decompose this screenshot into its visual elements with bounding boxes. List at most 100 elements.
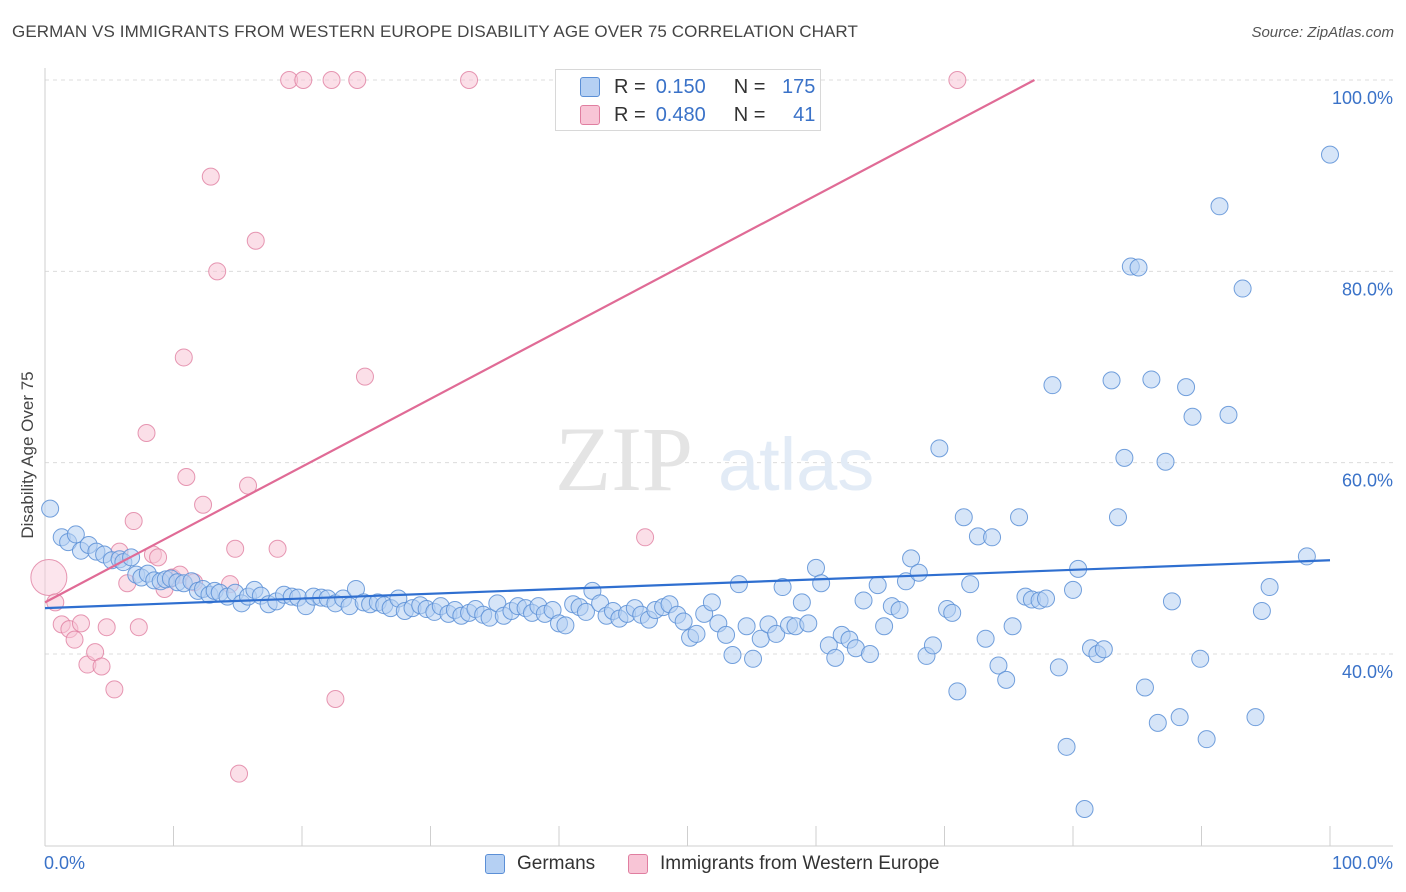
point-immigrants — [348, 71, 367, 89]
legend-swatch-germans — [485, 854, 505, 874]
point-germans — [997, 670, 1016, 689]
point-germans — [875, 617, 894, 636]
legend-label-germans: Germans — [517, 853, 596, 874]
point-germans — [1197, 730, 1216, 749]
point-germans — [860, 645, 879, 664]
y-tick-label: 40.0% — [1342, 662, 1393, 682]
point-germans — [773, 578, 792, 597]
point-germans — [854, 591, 873, 610]
point-germans — [1037, 589, 1056, 608]
point-germans — [1191, 649, 1210, 668]
axes — [44, 68, 1393, 847]
point-germans — [687, 624, 706, 643]
point-germans — [989, 656, 1008, 675]
point-immigrants — [71, 614, 90, 633]
x-tick-label-left: 0.0% — [44, 853, 85, 873]
point-immigrants — [268, 539, 287, 558]
point-germans — [1094, 640, 1113, 659]
point-germans — [954, 508, 973, 527]
point-germans — [1108, 508, 1127, 527]
point-immigrants — [149, 548, 168, 567]
point-immigrants — [137, 424, 156, 443]
point-immigrants — [294, 71, 313, 89]
point-germans — [812, 574, 831, 593]
stats-row-immigrants: R = 0.480 N = 41 — [580, 101, 815, 129]
point-germans — [1135, 678, 1154, 697]
stats-row-germans: R = 0.150 N = 175 — [580, 73, 815, 101]
source-label: Source: ZipAtlas.com — [1251, 24, 1394, 41]
point-germans — [1210, 197, 1229, 216]
n-label: N = — [733, 75, 766, 98]
axis-labels: 40.0% 60.0% 80.0% 100.0% 0.0% 100.0% Disabilit… — [18, 88, 1393, 873]
point-germans — [1142, 370, 1161, 389]
point-germans — [1129, 258, 1148, 277]
point-immigrants — [460, 71, 479, 89]
point-germans — [66, 525, 85, 544]
point-germans — [41, 499, 60, 518]
point-immigrants — [174, 348, 193, 367]
n-value: 41 — [793, 103, 816, 126]
point-germans — [1246, 708, 1265, 727]
point-germans — [902, 549, 921, 568]
point-immigrants — [636, 528, 655, 547]
point-germans — [807, 558, 825, 577]
trend-line-germans — [44, 559, 1331, 610]
x-tick-label-right: 100.0% — [1332, 853, 1393, 873]
stats-legend: R = 0.150 N = 175 R = 0.480 N = 41 — [555, 69, 821, 131]
point-germans — [702, 593, 721, 612]
series-germans-points — [41, 145, 1339, 819]
point-immigrants — [201, 167, 220, 186]
point-germans — [1010, 508, 1029, 527]
y-tick-label: 100.0% — [1332, 88, 1393, 108]
point-immigrants — [124, 512, 143, 531]
point-germans — [1183, 407, 1202, 426]
point-germans — [767, 624, 786, 643]
point-germans — [868, 576, 887, 595]
point-immigrants — [230, 764, 249, 783]
point-germans — [723, 645, 742, 664]
point-germans — [826, 648, 845, 667]
legend-label-immigrants: Immigrants from Western Europe — [660, 853, 940, 874]
point-germans — [1003, 617, 1022, 636]
chart-title: GERMAN VS IMMIGRANTS FROM WESTERN EUROPE… — [12, 22, 858, 41]
point-germans — [1075, 800, 1094, 819]
point-immigrants — [129, 618, 148, 637]
legend-item-germans: Germans — [485, 853, 595, 875]
n-value: 175 — [782, 75, 816, 98]
point-germans — [1252, 601, 1271, 620]
r-label: R = — [614, 103, 646, 126]
point-germans — [909, 563, 928, 582]
point-immigrants — [30, 558, 68, 596]
point-germans — [948, 682, 967, 701]
point-germans — [943, 603, 962, 622]
point-immigrants — [226, 539, 245, 558]
point-germans — [976, 629, 995, 648]
stats-swatch-germans — [580, 77, 600, 97]
point-immigrants — [65, 630, 84, 649]
point-germans — [1321, 145, 1339, 164]
point-germans — [1156, 452, 1175, 471]
point-germans — [576, 602, 595, 621]
watermark: ZIP atlas — [555, 408, 874, 510]
point-germans — [1177, 378, 1196, 397]
point-germans — [1102, 371, 1121, 390]
r-label: R = — [614, 75, 646, 98]
point-germans — [1064, 580, 1082, 599]
y-tick-label: 80.0% — [1342, 279, 1393, 299]
r-value: 0.480 — [655, 103, 706, 126]
point-immigrants — [92, 657, 111, 676]
n-label: N = — [733, 103, 766, 126]
point-immigrants — [355, 367, 374, 386]
trend-lines — [44, 79, 1331, 610]
point-germans — [1057, 737, 1076, 756]
point-germans — [1219, 405, 1238, 424]
point-immigrants — [208, 262, 227, 281]
trend-line-immigrants — [44, 79, 1035, 604]
point-germans — [737, 617, 756, 636]
point-germans — [890, 601, 909, 620]
grid-lines — [45, 79, 1393, 655]
point-germans — [1115, 448, 1134, 467]
point-germans — [1162, 592, 1181, 611]
point-germans — [729, 575, 748, 594]
